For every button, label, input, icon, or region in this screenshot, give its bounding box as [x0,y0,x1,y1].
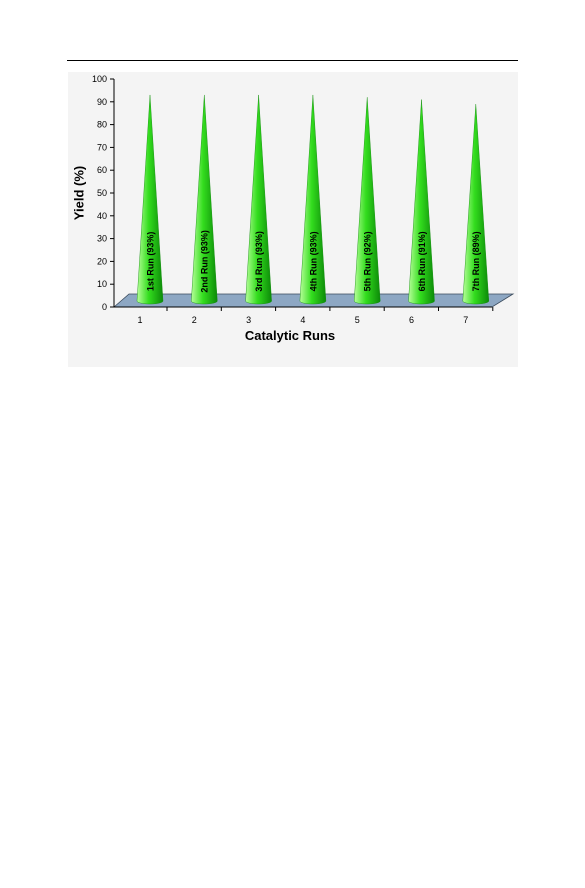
x-tick-label: 4 [300,315,305,325]
data-label: 7th Run (89%) [471,231,481,291]
x-tick-label: 3 [246,315,251,325]
y-tick-label: 100 [92,74,107,84]
cone-bar [136,94,164,305]
data-label: 1st Run (93%) [145,232,155,292]
data-labels: 1st Run (93%) 2nd Run (93%) 3rd Run (93%) 4… [145,230,481,293]
y-axis-ticks: 0 10 20 30 40 50 60 70 80 90 100 [92,74,114,312]
x-tick-label: 2 [192,315,197,325]
y-tick-label: 60 [97,165,107,175]
y-tick-label: 80 [97,120,107,130]
cone-bar [191,94,218,305]
y-tick-label: 30 [97,234,107,244]
x-tick-label: 6 [409,315,414,325]
x-axis-title: Catalytic Runs [245,328,335,343]
y-tick-label: 50 [97,188,107,198]
y-tick-label: 40 [97,211,107,221]
x-tick-label: 7 [463,315,468,325]
data-label: 4th Run (93%) [308,231,318,291]
y-tick-label: 70 [97,142,107,152]
cone-bar [353,97,381,305]
data-label: 5th Run (92%) [363,231,373,291]
cone-bars [136,94,490,305]
x-tick-label: 1 [137,315,142,325]
y-tick-label: 10 [97,279,107,289]
data-label: 2nd Run (93%) [200,230,210,293]
data-label: 6th Run (91%) [417,231,427,291]
cone-bar [299,94,327,305]
y-tick-label: 0 [102,302,107,312]
chart-panel: 0 10 20 30 40 50 60 70 80 90 100 1 2 3 4 5 6 7 1st Run (… [68,72,518,367]
cone-bar [408,99,435,305]
x-axis-ticks: 1 2 3 4 5 6 7 [137,307,494,325]
cone-bar [245,94,272,305]
y-tick-label: 20 [97,256,107,266]
y-tick-label: 90 [97,97,107,107]
y-axis-title: Yield (%) [71,166,86,220]
data-label: 3rd Run (93%) [254,231,264,292]
yield-cone-chart: 0 10 20 30 40 50 60 70 80 90 100 1 2 3 4 5 6 7 1st Run (… [71,74,515,343]
x-tick-label: 5 [355,315,360,325]
cone-bar [462,104,490,305]
page-top-rule [67,60,518,61]
